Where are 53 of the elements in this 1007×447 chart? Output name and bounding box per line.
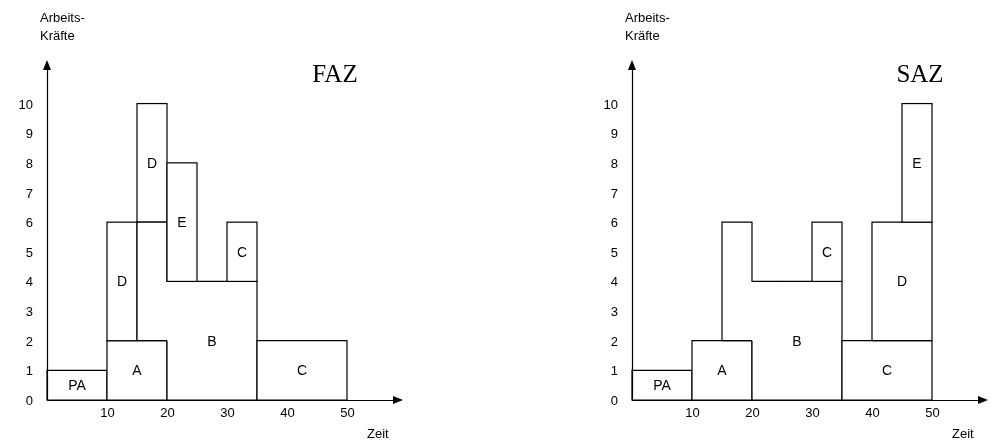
x-tick-label: 10 (685, 405, 700, 421)
x-tick-label: 50 (340, 405, 355, 421)
series-label: D (116, 273, 128, 290)
y-tick-label: 4 (25, 274, 33, 290)
series-label: E (912, 154, 922, 171)
text: C (881, 362, 893, 379)
y-tick-label: 6 (610, 215, 618, 231)
x-tick-label: 30 (805, 405, 820, 421)
y-tick-label: 9 (610, 126, 618, 142)
series-label: E (177, 214, 187, 231)
x-axis-title: Zeit (367, 426, 390, 441)
y-tick-label: 8 (610, 155, 618, 171)
x-tick-label: 50 (925, 405, 940, 421)
y-axis-title: Arbeits- Kräfte (625, 10, 670, 43)
text: D (146, 154, 158, 171)
series-label: C (236, 243, 248, 260)
x-tick-label: 10 (100, 405, 115, 421)
x-tick-label: 40 (865, 405, 880, 421)
y-tick-label: 2 (610, 333, 618, 349)
y-tick-label: 0 (610, 393, 618, 408)
y-tick-label: 0 (25, 393, 33, 408)
y-tick-label: 1 (610, 363, 618, 379)
y-tick-label: 10 (18, 96, 33, 112)
series-label: B (207, 332, 217, 349)
y-tick-label: 1 (25, 363, 33, 379)
series-label: PA (68, 377, 87, 394)
y-tick-label: 9 (25, 126, 33, 142)
y-tick-label: 8 (25, 155, 33, 171)
y-tick-label: 5 (25, 244, 33, 260)
text: C (296, 362, 308, 379)
y-tick-label: 6 (25, 215, 33, 231)
x-tick-label: 20 (745, 405, 760, 421)
y-tick-label: 3 (610, 304, 618, 320)
y-tick-label: 3 (25, 304, 33, 320)
y-tick-label: 7 (25, 185, 33, 201)
x-tick-label: 20 (160, 405, 175, 421)
x-tick-label: 30 (220, 405, 235, 421)
x-tick-label: 40 (280, 405, 295, 421)
y-axis-title: Arbeits- Kräfte (40, 10, 85, 43)
x-axis-title: Zeit (952, 426, 975, 441)
series-label: A (132, 362, 143, 379)
y-tick-label: 5 (610, 244, 618, 260)
y-tick-label: 4 (610, 274, 618, 290)
chart-title: FAZ (312, 60, 358, 87)
series-label: B (792, 332, 802, 349)
series-label: D (896, 273, 908, 290)
y-tick-label: 2 (25, 333, 33, 349)
series-label: PA (653, 377, 672, 394)
y-tick-label: 10 (603, 96, 618, 112)
series-label: C (821, 243, 833, 260)
series-label: A (717, 362, 728, 379)
chart-title: SAZ (896, 60, 944, 87)
y-tick-label: 7 (610, 185, 618, 201)
